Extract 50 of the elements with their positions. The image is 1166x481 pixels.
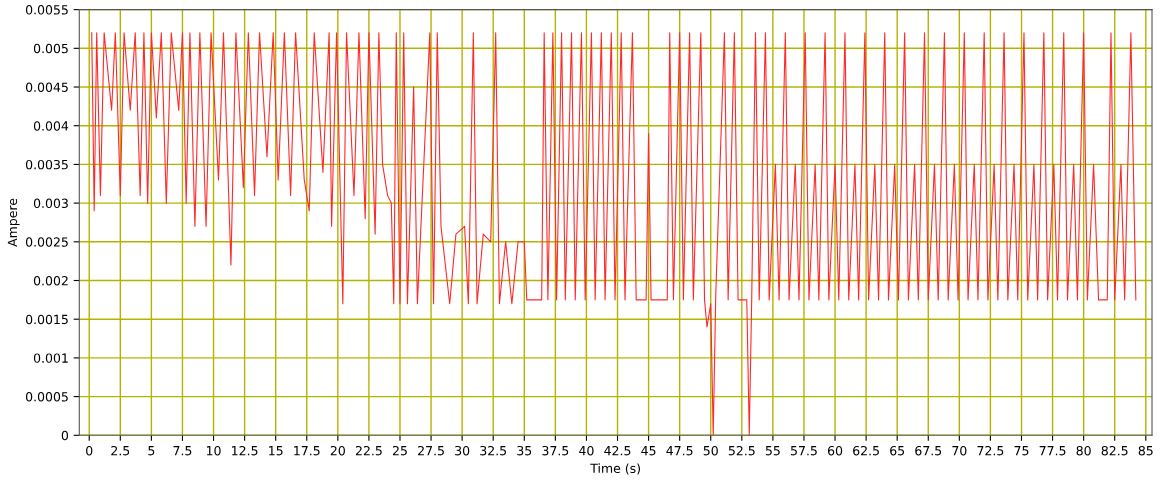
x-tick-label: 30 — [455, 445, 470, 456]
x-tick-label: 5 — [148, 446, 155, 456]
x-tick-label: 72.5 — [977, 445, 1004, 456]
x-tick-label: 55 — [765, 446, 780, 456]
x-tick-label: 67.5 — [915, 445, 942, 456]
x-tick-label: 32.5 — [480, 445, 507, 456]
x-axis-title: Time (s) — [590, 463, 640, 475]
x-tick-label: 35 — [517, 445, 532, 456]
x-tick-label: 85 — [1138, 445, 1153, 456]
x-tick-label: 0 — [86, 445, 93, 456]
y-tick-label: 0.0005 — [25, 392, 68, 402]
x-tick-label: 62.5 — [853, 445, 879, 456]
x-tick-label: 77.5 — [1039, 446, 1066, 456]
x-tick-label: 80 — [1076, 445, 1091, 456]
x-tick-label: 2.5 — [111, 445, 130, 456]
x-tick-label: 27.5 — [418, 445, 444, 456]
y-tick-label: 0.005 — [33, 43, 68, 54]
x-tick-label: 82.5 — [1101, 445, 1128, 456]
x-tick-label: 25 — [392, 445, 407, 456]
x-tick-label: 10 — [206, 445, 221, 456]
x-tick-label: 15 — [269, 446, 283, 456]
x-tick-label: 42.5 — [604, 445, 631, 456]
x-tick-label: 60 — [827, 445, 843, 456]
x-tick-label: 50 — [703, 445, 718, 456]
y-tick-label: 0.0035 — [25, 159, 68, 170]
y-tick-label: 0.001 — [33, 353, 68, 363]
x-tick-label: 45 — [641, 446, 656, 456]
x-tick-label: 70 — [952, 445, 967, 456]
y-tick-label: 0.0045 — [25, 82, 68, 92]
x-tick-label: 7.5 — [173, 446, 192, 456]
y-tick-label: 0.002 — [33, 275, 68, 286]
line-series — [91, 32, 1137, 436]
x-tick-label: 20 — [330, 445, 345, 456]
x-tick-label: 47.5 — [666, 446, 693, 456]
x-tick-label: 22.5 — [355, 445, 382, 456]
y-tick-label: 0.0015 — [25, 314, 68, 325]
x-tick-label: 40 — [579, 445, 594, 456]
x-tick-label: 52.5 — [728, 445, 755, 456]
x-tick-label: 12.5 — [232, 445, 258, 456]
x-tick-label: 37.5 — [542, 445, 569, 456]
x-tick-label: 57.5 — [791, 446, 817, 456]
x-tick-label: 17.5 — [294, 446, 320, 456]
y-tick-label: 0.0025 — [25, 237, 68, 247]
x-tick-label: 75 — [1014, 446, 1029, 456]
y-tick-label: 0 — [61, 430, 69, 441]
y-tick-label: 0.003 — [33, 198, 68, 209]
y-axis-title: Ampere — [7, 198, 20, 247]
y-tick-label: 0.0055 — [25, 5, 68, 15]
y-tick-label: 0.004 — [33, 121, 69, 131]
x-tick-label: 65 — [890, 445, 905, 456]
